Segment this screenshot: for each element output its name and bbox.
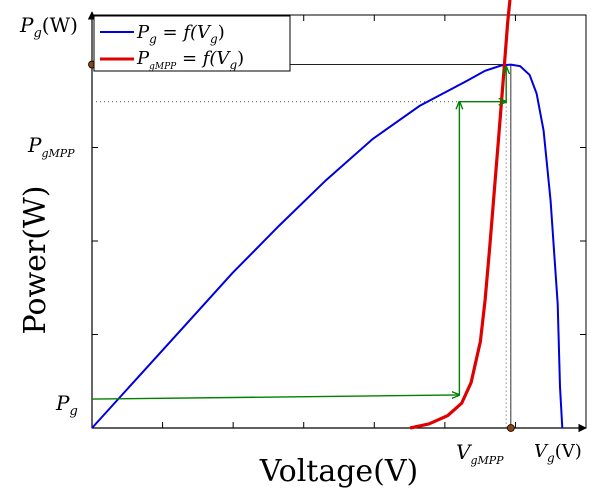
legend-box bbox=[93, 15, 291, 72]
pv-curve-line bbox=[91, 63, 564, 429]
y-tick-label-pgmpp: PgMPP bbox=[27, 133, 75, 160]
y-tick-label-pg: Pg bbox=[55, 391, 78, 419]
guide-lines bbox=[92, 64, 512, 428]
legend: Pg = f(Vg) PgMPP = f(Vg) bbox=[93, 15, 291, 72]
legend-label-pv: Pg = f(Vg) bbox=[136, 22, 225, 46]
mpp-locus-line bbox=[409, 0, 512, 430]
x-axis-title: Voltage(V) bbox=[259, 454, 419, 489]
legend-label-mpp: PgMPP = f(Vg) bbox=[136, 48, 244, 72]
x-tick-label-vgmpp: VgMPP bbox=[456, 440, 504, 467]
marker-points bbox=[88, 60, 515, 432]
plot-frame bbox=[91, 14, 587, 429]
marker-vgmpp bbox=[506, 424, 515, 432]
y-axis-title: Power(W) bbox=[18, 185, 53, 334]
operating-path-segment-0 bbox=[91, 395, 459, 400]
x-axis-end-label: Vg(V) bbox=[534, 441, 582, 465]
y-axis-end-label: Pg(W) bbox=[19, 13, 78, 41]
axis-ticks bbox=[92, 15, 586, 428]
operating-path bbox=[91, 67, 506, 400]
